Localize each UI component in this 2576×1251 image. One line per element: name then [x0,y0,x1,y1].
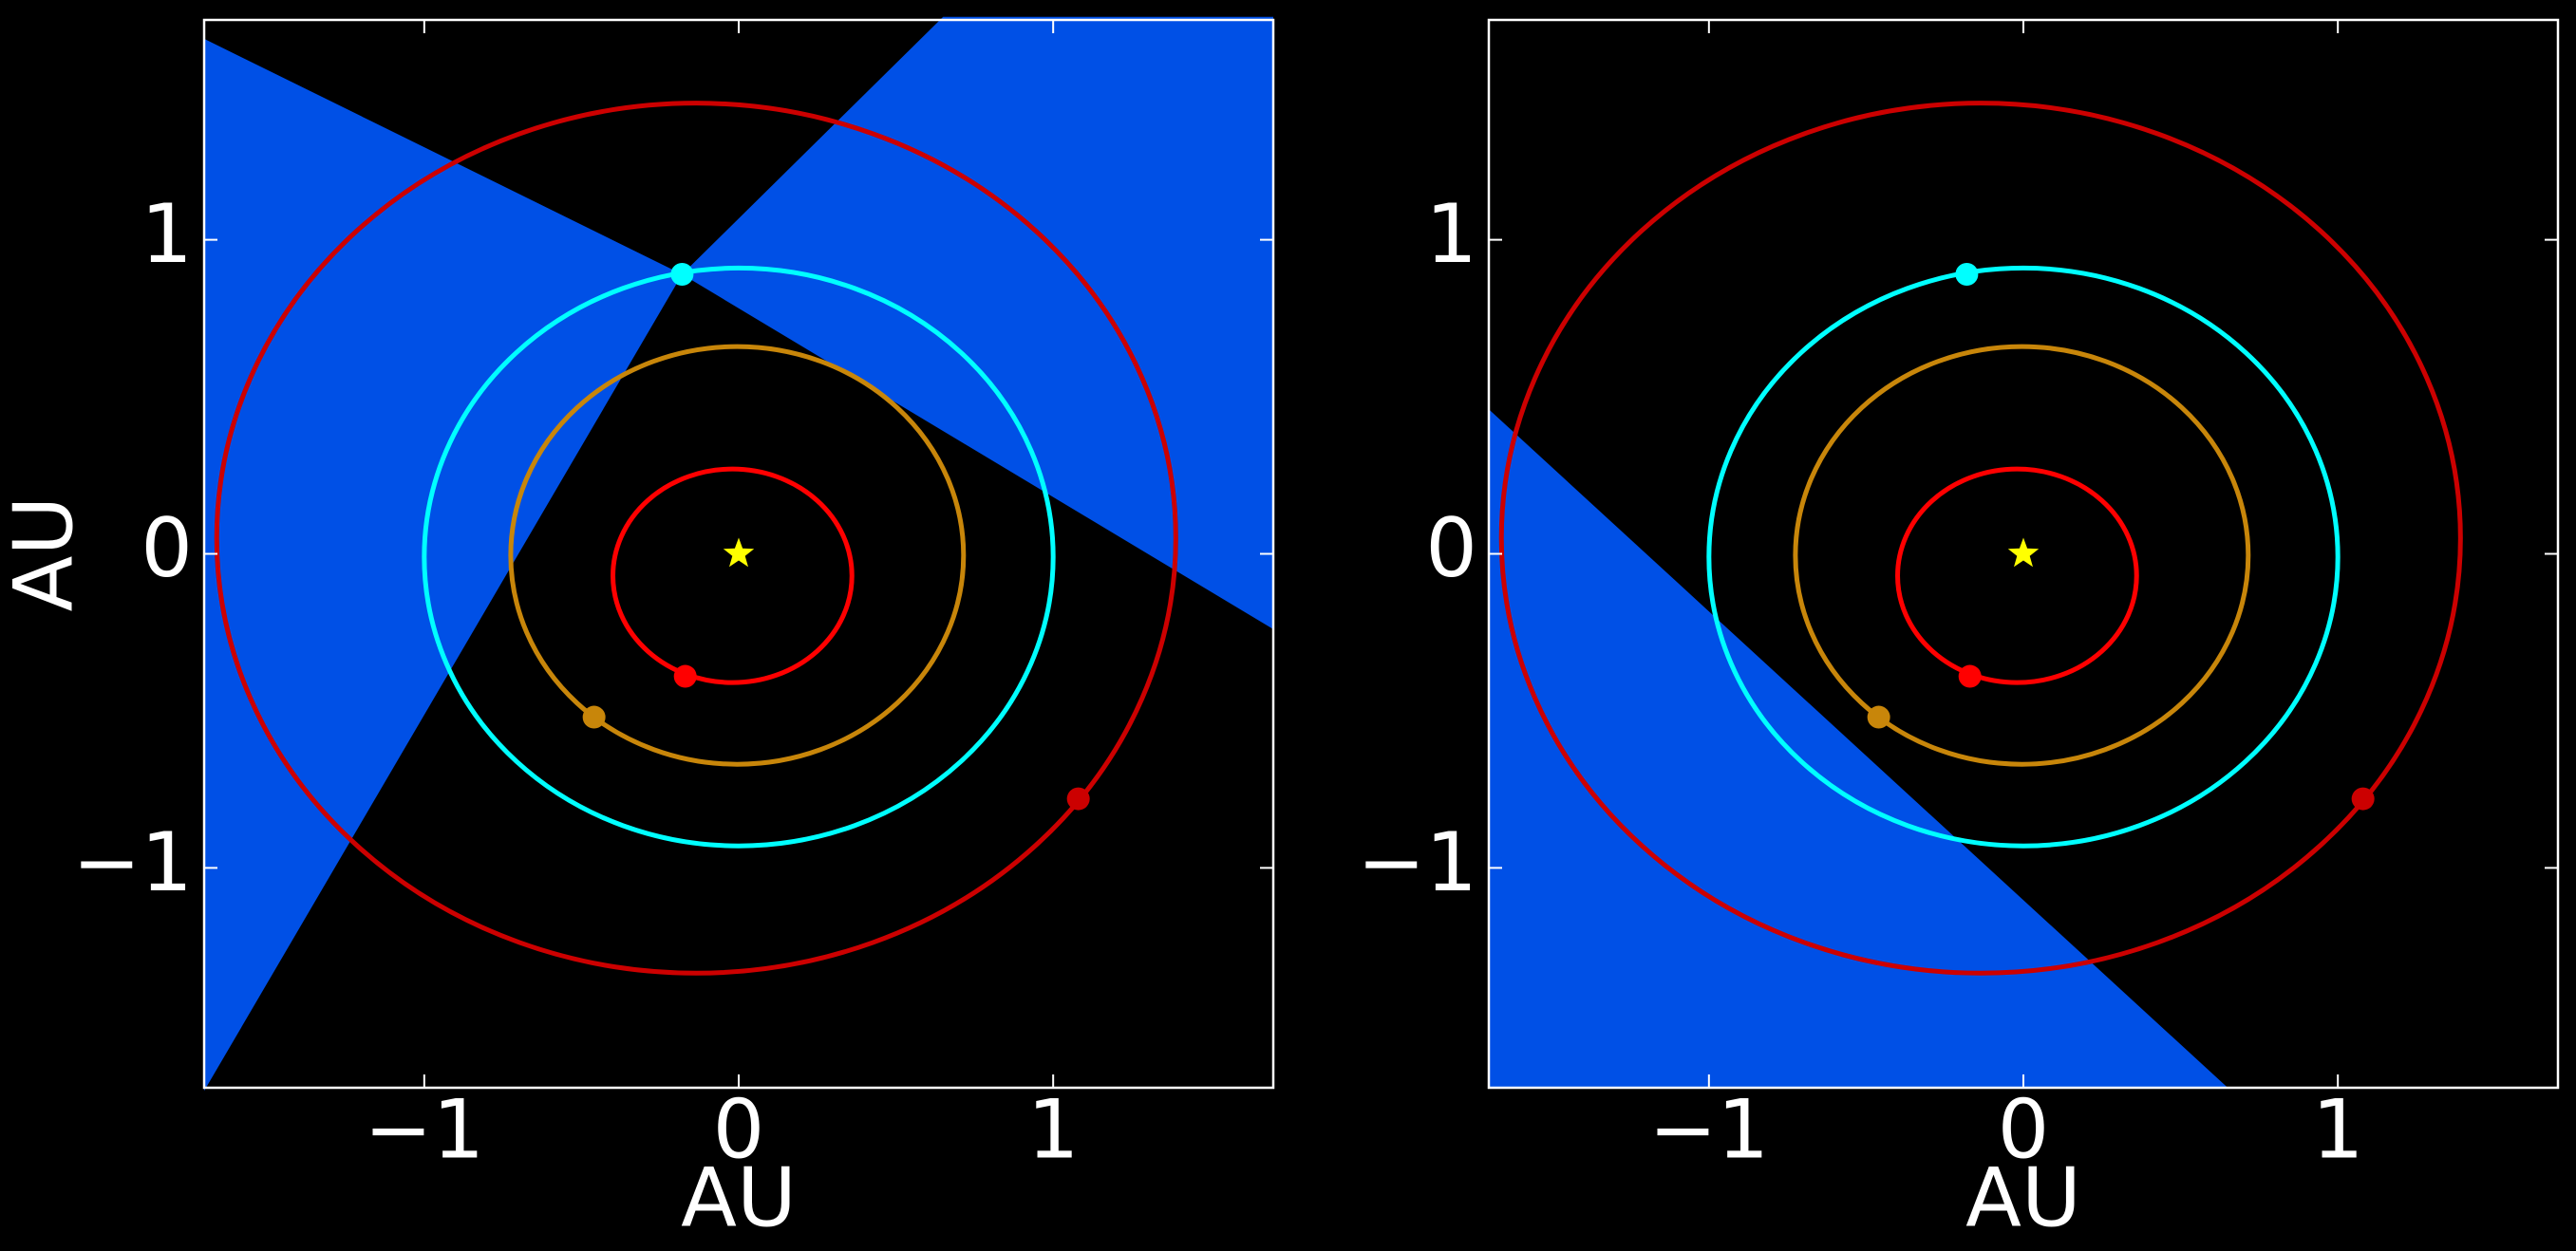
star [723,537,755,568]
shaded-region [1489,409,2228,1088]
y-tick-label: 1 [141,187,193,282]
orbit [214,101,1178,976]
planet [670,263,694,287]
y-tick-label: −1 [72,815,193,910]
y-tick-label: −1 [1357,815,1477,910]
y-tick-label: 1 [1425,187,1477,282]
planet [1958,664,1982,688]
panel: −1 0 1 −1 0 1 AU [1357,18,2560,1245]
x-tick-label: −1 [1648,1082,1769,1177]
x-tick-label: 0 [1998,1082,2050,1177]
planet [673,664,697,688]
y-tick-label: 0 [141,501,193,596]
planet [1867,705,1890,729]
panel: −1 0 1 −1 0 1 AU AU [0,16,1275,1245]
y-axis-label: AU [0,496,91,612]
shaded-region [682,16,1273,629]
orbit [508,344,967,767]
shaded-region [204,38,683,1092]
y-tick-label: 0 [1425,501,1477,596]
planet [2351,787,2375,811]
planet [1955,263,1979,287]
x-axis-label: AU [1965,1150,2081,1245]
orbit [422,265,1056,849]
orbit [1498,101,2463,976]
orbit [611,466,855,685]
orbit [1895,466,2139,685]
x-tick-label: 1 [1027,1082,1080,1177]
x-tick-label: 1 [2312,1082,2364,1177]
x-axis-label: AU [681,1150,797,1245]
orbit [1793,344,2251,767]
star [2007,537,2040,568]
orbit [1706,265,2341,849]
planet [1066,787,1090,811]
planet [582,705,606,729]
x-tick-label: 0 [713,1082,765,1177]
x-tick-label: −1 [364,1082,484,1177]
